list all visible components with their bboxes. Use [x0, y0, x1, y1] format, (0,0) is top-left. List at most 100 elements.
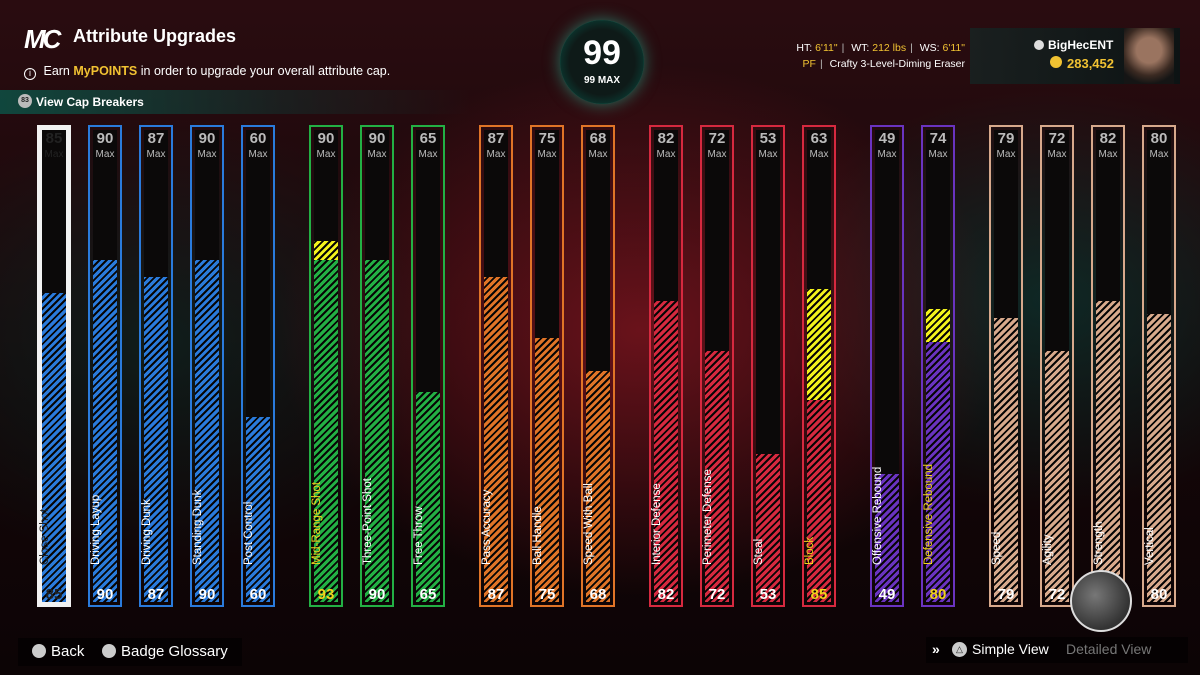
attribute-name-text: Interior Defense [651, 483, 663, 565]
attribute-bar-driving-layup[interactable]: 90 Max Driving Layup 90 [88, 125, 122, 607]
attribute-fill [535, 338, 559, 602]
attribute-track [756, 130, 780, 602]
attribute-name: Offensive Rebound [866, 395, 888, 565]
attribute-track [535, 130, 559, 602]
attribute-track [314, 130, 338, 602]
attribute-track [365, 130, 389, 602]
build-name: Crafty 3-Level-Diming Eraser [829, 58, 965, 70]
attribute-bar-steal[interactable]: 53 Max Steal 53 [751, 125, 785, 607]
attribute-bar-agility[interactable]: 72 Max Agility 72 [1040, 125, 1074, 607]
attribute-fill [484, 277, 508, 602]
attribute-value: 85 [45, 586, 63, 603]
attribute-bar-vertical[interactable]: 80 Max Vertical 80 [1142, 125, 1176, 607]
attribute-bar-pass-accuracy[interactable]: 87 Max Pass Accuracy 87 [479, 125, 513, 607]
attribute-name: Free Throw [407, 395, 429, 565]
attribute-cap: 60 [249, 130, 267, 147]
attribute-track [994, 130, 1018, 602]
attribute-track [144, 130, 168, 602]
wt-label: WT: [851, 42, 870, 54]
attribute-fill [365, 260, 389, 602]
attribute-bar-block[interactable]: 63 Max Block 85 [802, 125, 836, 607]
ht-label: HT: [796, 42, 813, 54]
ws-value: 6'11" [942, 42, 965, 54]
attribute-cap: 72 [708, 130, 726, 147]
attribute-value: 90 [96, 586, 114, 603]
attribute-bar-interior-defense[interactable]: 82 Max Interior Defense 82 [649, 125, 683, 607]
attribute-value: 65 [419, 586, 437, 603]
attribute-value: 87 [147, 586, 165, 603]
attribute-max-label: Max [537, 149, 557, 160]
attribute-track [926, 130, 950, 602]
attribute-max-label: Max [248, 149, 268, 160]
attribute-name-text: Driving Layup [90, 494, 102, 565]
attribute-max-label: Max [758, 149, 778, 160]
attribute-boost-fill [926, 309, 950, 342]
vc-coin-icon [1050, 56, 1062, 68]
attribute-name-text: Speed With Ball [583, 483, 595, 565]
attribute-max-label: Max [146, 149, 166, 160]
attribute-name: Standing Dunk [186, 395, 208, 565]
attribute-bar-standing-dunk[interactable]: 90 Max Standing Dunk 90 [190, 125, 224, 607]
attribute-fill [994, 318, 1018, 602]
cap-breakers-label: View Cap Breakers [36, 95, 144, 109]
playstation-icon [1034, 40, 1044, 50]
wt-value: 212 lbs [872, 42, 907, 54]
ht-value: 6'11" [815, 42, 838, 54]
back-button[interactable]: Back [32, 643, 84, 660]
attribute-bar-offensive-rebound[interactable]: 49 Max Offensive Rebound 49 [870, 125, 904, 607]
page-title: Attribute Upgrades [73, 26, 237, 46]
attribute-track [93, 130, 117, 602]
attribute-bar-speed-with-ball[interactable]: 68 Max Speed With Ball 68 [581, 125, 615, 607]
attribute-bar-mid-range-shot[interactable]: 90 Max Mid-Range Shot 93 [309, 125, 343, 607]
mypoints-highlight: MyPOINTS [73, 64, 138, 78]
attribute-bar-perimeter-defense[interactable]: 72 Max Perimeter Defense 72 [700, 125, 734, 607]
attribute-value: 80 [1150, 586, 1168, 603]
attribute-bar-close-shot[interactable]: 85 Max Close Shot 85 [37, 125, 71, 607]
attribute-fill [756, 454, 780, 602]
attribute-name-text: Pass Accuracy [481, 489, 493, 565]
attribute-bar-speed[interactable]: 79 Max Speed 79 [989, 125, 1023, 607]
attribute-name-text: Offensive Rebound [872, 466, 884, 565]
attribute-max-label: Max [44, 149, 64, 160]
square-button-icon [102, 644, 116, 658]
attribute-track [195, 130, 219, 602]
badge-glossary-button[interactable]: Badge Glossary [102, 643, 228, 660]
attribute-fill [1147, 314, 1171, 602]
username: BigHecENT [1034, 38, 1113, 52]
attribute-bar-driving-dunk[interactable]: 87 Max Driving Dunk 87 [139, 125, 173, 607]
attribute-name: Mid-Range Shot [305, 395, 327, 565]
attribute-bar-strength[interactable]: 82MaxStrength82 [1091, 125, 1125, 607]
attribute-cap: 68 [589, 130, 607, 147]
detailed-view-option[interactable]: Detailed View [1066, 641, 1152, 657]
overall-max: 99 MAX [583, 75, 621, 86]
attribute-name-text: Three-Point Shot [362, 478, 374, 565]
attribute-name-text: Free Throw [413, 506, 425, 565]
attribute-name-text: Vertical [1144, 527, 1156, 565]
attribute-value: 80 [929, 586, 947, 603]
attribute-value: 72 [708, 586, 726, 603]
attribute-fill [195, 260, 219, 602]
attribute-name-text: Ball Handle [532, 506, 544, 565]
attribute-bar-three-point-shot[interactable]: 90 Max Three-Point Shot 90 [360, 125, 394, 607]
attribute-max-label: Max [197, 149, 217, 160]
attribute-value: 90 [368, 586, 386, 603]
attribute-bar-free-throw[interactable]: 65 Max Free Throw 65 [411, 125, 445, 607]
attribute-boost-fill [807, 289, 831, 400]
back-label: Back [51, 643, 85, 660]
attribute-name-text: Perimeter Defense [702, 469, 714, 565]
attribute-cap: 90 [198, 130, 216, 147]
attribute-name-text: Steal [753, 538, 765, 565]
attribute-bar-ball-handle[interactable]: 75 Max Ball Handle 75 [530, 125, 564, 607]
attribute-value: 79 [997, 586, 1015, 603]
info-text: i Earn MyPOINTS in order to upgrade your… [24, 64, 390, 80]
view-cap-breakers-button[interactable]: 83 View Cap Breakers [0, 90, 470, 114]
attribute-max-label: Max [486, 149, 506, 160]
attribute-value: 68 [589, 586, 607, 603]
attribute-name: Steal [747, 395, 769, 565]
attribute-bar-defensive-rebound[interactable]: 74 Max Defensive Rebound 80 [921, 125, 955, 607]
attribute-bar-post-control[interactable]: 60 Max Post Control 60 [241, 125, 275, 607]
attribute-name: Agility [1036, 395, 1058, 565]
attribute-name-text: Defensive Rebound [923, 463, 935, 565]
simple-view-option[interactable]: Simple View [972, 641, 1049, 657]
attribute-track [416, 130, 440, 602]
